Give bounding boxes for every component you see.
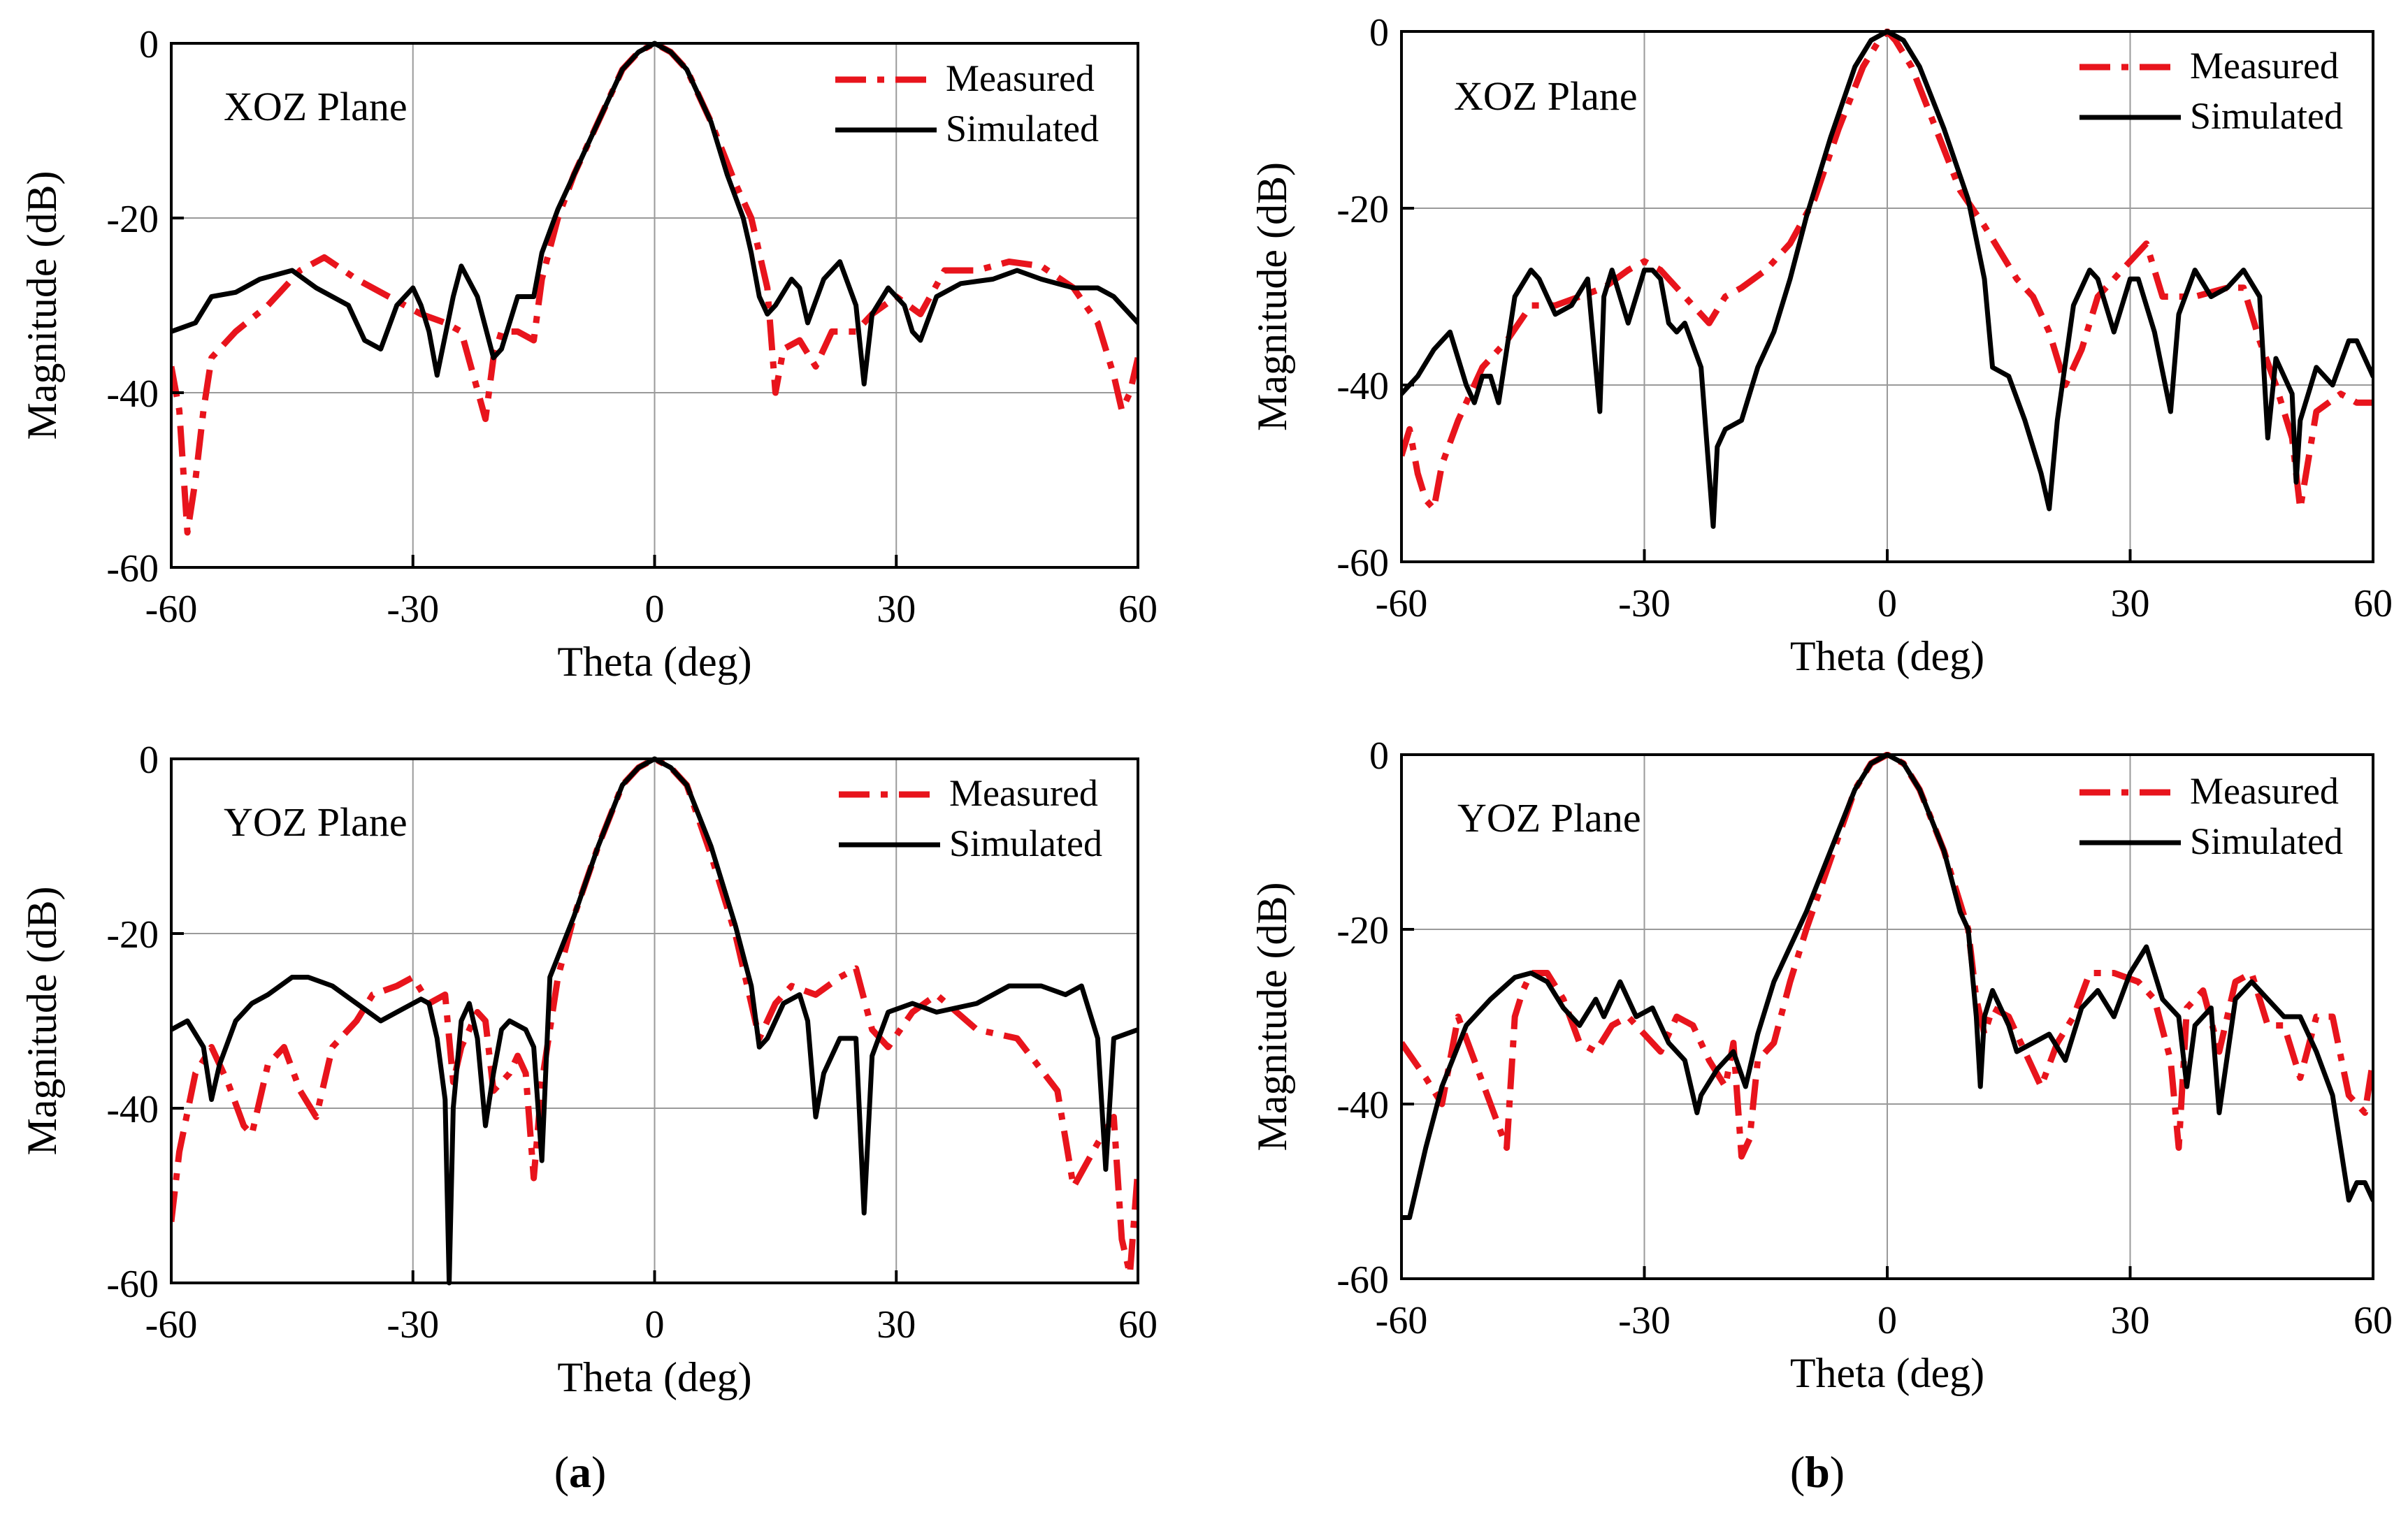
chart-b-xoz: -60 -30 0 30 60 0 -20 -40 -60 Theta (deg) Magnitud…	[1249, 11, 2393, 679]
x-tick-label: 30	[877, 588, 916, 631]
y-tick-label: -40	[1336, 365, 1389, 408]
y-axis-label: Magnitude (dB)	[19, 887, 65, 1156]
y-tick-label: -60	[106, 1263, 159, 1306]
x-axis-label: Theta (deg)	[1790, 1350, 1984, 1396]
y-tick-label: -20	[1336, 909, 1389, 952]
y-tick-label: -20	[106, 198, 159, 241]
legend-label: Measured	[946, 57, 1095, 99]
x-tick-label: 60	[2353, 1299, 2393, 1342]
panel-label-b: (b)	[1790, 1447, 1845, 1497]
x-tick-label: 30	[2111, 1299, 2150, 1342]
x-axis-label: Theta (deg)	[557, 1354, 751, 1400]
x-tick-label: 60	[2353, 582, 2393, 625]
x-axis-label: Theta (deg)	[557, 639, 751, 685]
legend-label: Measured	[949, 772, 1098, 814]
x-tick-label: -30	[387, 1303, 439, 1347]
legend-label: Simulated	[2190, 95, 2343, 137]
x-tick-label: -30	[387, 588, 439, 631]
y-axis-label: Magnitude (dB)	[1249, 883, 1295, 1152]
x-tick-label: 0	[645, 588, 665, 631]
x-tick-label: 60	[1118, 588, 1158, 631]
legend-label: Measured	[2190, 770, 2339, 812]
y-tick-label: -60	[1336, 542, 1389, 585]
plane-label: XOZ Plane	[1454, 73, 1638, 119]
legend-label: Simulated	[946, 108, 1099, 150]
y-tick-label: 0	[1369, 11, 1389, 55]
simulated-series-line	[171, 756, 1138, 1286]
x-tick-label: 0	[645, 1303, 665, 1347]
x-tick-label: 0	[1877, 582, 1897, 625]
y-tick-label: 0	[139, 23, 159, 66]
legend-label: Measured	[2190, 45, 2339, 87]
y-tick-label: -40	[106, 1088, 159, 1131]
x-axis-label: Theta (deg)	[1790, 633, 1984, 679]
chart-a-yoz: -60 -30 0 30 60 0 -20 -40 -60 Theta (deg) Magnitud…	[19, 739, 1158, 1400]
y-tick-label: -40	[1336, 1084, 1389, 1127]
x-tick-label: -60	[145, 1303, 198, 1347]
y-tick-label: 0	[1369, 734, 1389, 778]
series-group	[1401, 752, 2373, 1220]
series-group	[171, 41, 1138, 536]
chart-a-xoz: -60 -30 0 30 60 0 -20 -40 -60 Theta (deg) Magnitud…	[19, 23, 1158, 685]
series-group	[171, 756, 1138, 1286]
simulated-series-line	[1401, 752, 2373, 1220]
y-tick-label: -60	[1336, 1258, 1389, 1302]
legend-label: Simulated	[949, 822, 1102, 864]
x-tick-label: -30	[1618, 1299, 1671, 1342]
x-tick-label: 0	[1877, 1299, 1897, 1342]
x-tick-label: -30	[1618, 582, 1671, 625]
x-tick-label: -60	[1376, 582, 1428, 625]
plane-label: XOZ Plane	[224, 84, 408, 129]
y-tick-label: -20	[1336, 188, 1389, 231]
x-tick-label: -60	[1376, 1299, 1428, 1342]
measured-series-line	[171, 756, 1138, 1277]
plane-label: YOZ Plane	[224, 799, 408, 845]
y-tick-label: -20	[106, 913, 159, 957]
y-tick-label: -40	[106, 372, 159, 416]
measured-series-line	[171, 41, 1138, 536]
x-tick-label: 60	[1118, 1303, 1158, 1347]
panel-label-a: (a)	[554, 1447, 607, 1497]
x-tick-label: 30	[877, 1303, 916, 1347]
y-axis-label: Magnitude (dB)	[1249, 162, 1295, 431]
y-tick-label: -60	[106, 547, 159, 590]
simulated-series-line	[171, 41, 1138, 386]
y-axis-label: Magnitude (dB)	[19, 171, 65, 440]
y-tick-label: 0	[139, 739, 159, 782]
x-tick-label: 30	[2111, 582, 2150, 625]
chart-b-yoz: -60 -30 0 30 60 0 -20 -40 -60 Theta (deg) Magnitud…	[1249, 734, 2393, 1396]
plane-label: YOZ Plane	[1457, 795, 1641, 841]
legend-label: Simulated	[2190, 820, 2343, 862]
simulated-series-line	[1401, 29, 2373, 529]
x-tick-label: -60	[145, 588, 198, 631]
